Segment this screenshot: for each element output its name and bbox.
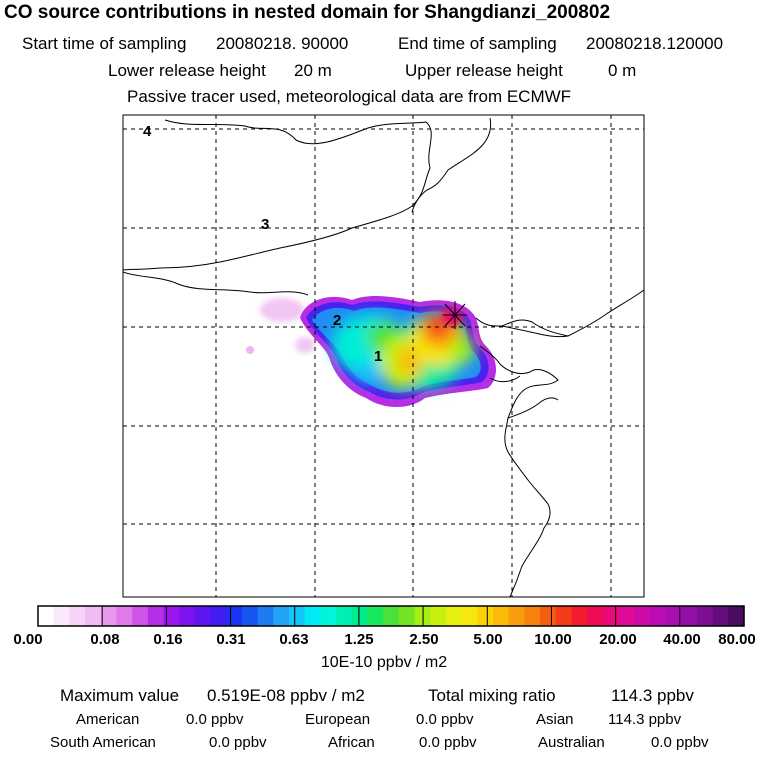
tick-label: 0.08 — [90, 631, 120, 648]
colorbar-swatch — [571, 606, 588, 626]
coastlines — [123, 117, 644, 597]
lat-lon-grid — [123, 115, 644, 597]
upper-height-value: 0 m — [608, 61, 637, 80]
colorbar-swatch — [289, 606, 306, 626]
tick-label: 2.50 — [409, 631, 439, 648]
region-name: Asian — [536, 711, 574, 728]
colorbar-swatch — [728, 606, 745, 626]
tick-label: 0.63 — [279, 631, 309, 648]
plume-fringe-south — [295, 337, 315, 353]
colorbar-swatch — [461, 606, 478, 626]
region-label-4: 4 — [143, 123, 152, 140]
colorbar-swatch — [132, 606, 149, 626]
map-frame — [122, 114, 645, 598]
total-mixing-value: 114.3 ppbv — [611, 686, 694, 705]
max-value: 0.519E-08 ppbv / m2 — [207, 686, 365, 705]
receptor-star-icon — [443, 301, 467, 329]
colorbar-swatch — [241, 606, 259, 626]
colorbar-swatch — [696, 606, 714, 626]
colorbar-swatch — [163, 606, 180, 626]
plume-fringe-dot — [246, 346, 254, 354]
end-time-label: End time of sampling — [398, 34, 557, 53]
tick-label: 1.25 — [344, 631, 374, 648]
region-name: African — [328, 734, 375, 751]
colorbar-swatch — [712, 606, 729, 626]
colorbar — [37, 605, 745, 627]
colorbar-swatch — [602, 606, 620, 626]
colorbar-swatch — [194, 606, 212, 626]
start-time-value: 20080218. 90000 — [216, 34, 349, 53]
colorbar-swatch — [179, 606, 196, 626]
colorbar-units: 10E-10 ppbv / m2 — [320, 654, 448, 671]
colorbar-swatch — [210, 606, 227, 626]
colorbar-swatch — [634, 606, 651, 626]
tick-label: 40.00 — [663, 631, 701, 648]
colorbar-swatch — [555, 606, 573, 626]
lower-height-value: 20 m — [294, 61, 332, 80]
max-value-label: Maximum value — [60, 686, 180, 705]
colorbar-swatch — [304, 606, 321, 626]
region-label-3: 3 — [261, 216, 269, 233]
colorbar-swatch — [492, 606, 510, 626]
start-time-label: Start time of sampling — [22, 34, 187, 53]
tick-label: 10.00 — [534, 631, 572, 648]
tick-label: 0.31 — [216, 631, 246, 648]
colorbar-swatch — [477, 606, 494, 626]
colorbar-swatch — [665, 606, 682, 626]
colorbar-swatch — [508, 606, 525, 626]
region-value: 0.0 ppbv — [186, 711, 244, 728]
colorbar-swatch — [147, 606, 165, 626]
tick-label: 0.00 — [13, 631, 43, 648]
colorbar-frame — [37, 605, 745, 627]
upper-height-label: Upper release height — [405, 61, 563, 80]
colorbar-swatch — [681, 606, 698, 626]
colorbar-swatch — [226, 606, 243, 626]
colorbar-swatch — [116, 606, 133, 626]
colorbar-swatch — [85, 606, 102, 626]
colorbar-swatch — [587, 606, 604, 626]
colorbar-swatch — [100, 606, 118, 626]
region-name: South American — [50, 734, 156, 751]
region-value: 114.3 ppbv — [608, 711, 682, 728]
colorbar-swatch — [38, 606, 55, 626]
region-value: 0.0 ppbv — [416, 711, 474, 728]
colorbar-swatch — [618, 606, 635, 626]
colorbar-swatch — [540, 606, 557, 626]
end-time-value: 20080218.120000 — [586, 34, 724, 53]
colorbar-swatch — [430, 606, 447, 626]
region-label-2: 2 — [333, 312, 341, 329]
region-name: European — [305, 711, 371, 728]
colorbar-swatch — [524, 606, 541, 626]
lower-height-label: Lower release height — [108, 61, 266, 80]
region-value: 0.0 ppbv — [419, 734, 477, 751]
colorbar-swatch — [367, 606, 384, 626]
tick-label: 0.16 — [153, 631, 183, 648]
colorbar-swatch — [273, 606, 290, 626]
colorbar-swatch — [320, 606, 337, 626]
plume-fringe-west — [260, 298, 304, 322]
tick-label: 20.00 — [599, 631, 637, 648]
region-value: 0.0 ppbv — [209, 734, 267, 751]
tick-label: 5.00 — [473, 631, 503, 648]
colorbar-swatch — [257, 606, 274, 626]
region-value: 0.0 ppbv — [651, 734, 709, 751]
colorbar-swatch — [383, 606, 400, 626]
concentration-plume — [246, 296, 496, 407]
colorbar-swatch — [445, 606, 463, 626]
tracer-note: Passive tracer used, meteorological data… — [127, 87, 572, 106]
colorbar-swatch — [69, 606, 86, 626]
region-name: Australian — [538, 734, 605, 751]
tick-label: 80.00 — [718, 631, 756, 648]
colorbar-swatch — [649, 606, 667, 626]
total-mixing-label: Total mixing ratio — [428, 686, 556, 705]
region-label-1: 1 — [374, 348, 382, 365]
region-name: American — [76, 711, 140, 728]
colorbar-swatch — [336, 606, 353, 626]
map-title: CO source contributions in nested domain… — [4, 2, 611, 23]
colorbar-swatch — [398, 606, 416, 626]
colorbar-swatch — [53, 606, 70, 626]
colorbar-swatch — [351, 606, 369, 626]
